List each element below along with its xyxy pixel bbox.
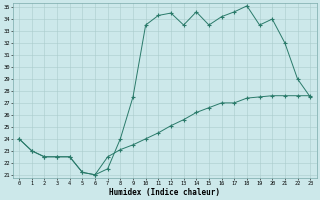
X-axis label: Humidex (Indice chaleur): Humidex (Indice chaleur) bbox=[109, 188, 220, 197]
